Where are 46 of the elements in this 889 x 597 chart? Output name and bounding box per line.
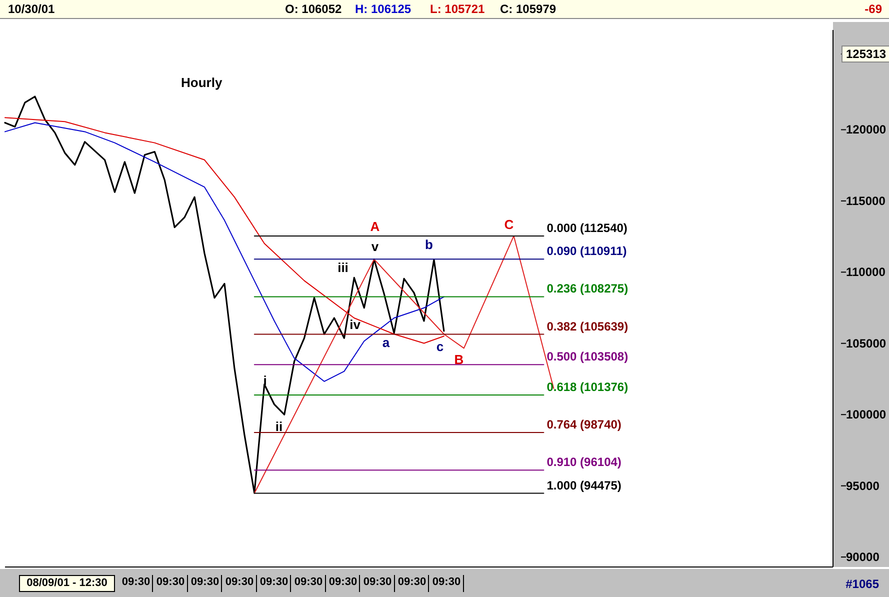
series-label: 0.910 (96104) xyxy=(546,455,622,470)
annotation: ii xyxy=(275,419,283,434)
series-label: 0.618 (101376) xyxy=(546,380,628,394)
annotation: C xyxy=(504,217,514,232)
y-tick-label: 125313 xyxy=(846,47,886,62)
series-label: 0.236 (108275) xyxy=(546,282,628,296)
text: 09:30 xyxy=(120,575,153,592)
annotation: b xyxy=(425,237,433,252)
text: #1065 xyxy=(846,577,879,591)
series-label: 0.000 (112540) xyxy=(546,220,628,235)
annotation: iii xyxy=(338,260,348,275)
series-label: 1.000 (94475) xyxy=(546,478,622,492)
text: 10/30/01 xyxy=(8,2,55,16)
y-tick-label: 110000 xyxy=(846,265,886,280)
text: 09:30 xyxy=(430,575,464,592)
series-label: 0.382 (105639) xyxy=(546,319,628,334)
text: 09:30 xyxy=(292,575,326,592)
text: 09:30 xyxy=(362,575,394,592)
text: 09:30 xyxy=(396,575,429,592)
text: 09:30 xyxy=(189,575,222,592)
annotation: c xyxy=(436,339,444,354)
text: 09:30 xyxy=(327,575,360,592)
text: Hourly xyxy=(181,75,223,90)
text: 09:30 xyxy=(154,575,188,592)
text: -69 xyxy=(864,2,882,16)
series-label: 0.500 (103508) xyxy=(546,350,628,364)
series-label: 0.764 (98740) xyxy=(546,418,622,432)
y-tick-label: 115000 xyxy=(846,194,886,208)
y-tick-label: 105000 xyxy=(846,336,886,350)
text: 09:30 xyxy=(224,575,256,592)
annotation: a xyxy=(382,335,390,350)
series-label: 0.090 (110911) xyxy=(546,244,627,258)
y-tick-label: 90000 xyxy=(846,550,880,564)
annotation: A xyxy=(370,219,380,234)
text: C: 105979 xyxy=(500,2,556,16)
annotation: B xyxy=(454,352,464,367)
y-tick-label: 100000 xyxy=(846,408,886,422)
y-tick-label: 120000 xyxy=(846,122,886,137)
annotation: v xyxy=(371,239,379,254)
text: O: 106052 xyxy=(285,2,342,16)
text: L: 105721 xyxy=(430,2,485,16)
y-tick-label: 95000 xyxy=(846,478,880,493)
text: 09:30 xyxy=(258,575,291,592)
annotation: iv xyxy=(350,317,360,332)
text: H: 106125 xyxy=(355,2,412,16)
text: 08/09/01 - 12:30 xyxy=(19,575,115,592)
